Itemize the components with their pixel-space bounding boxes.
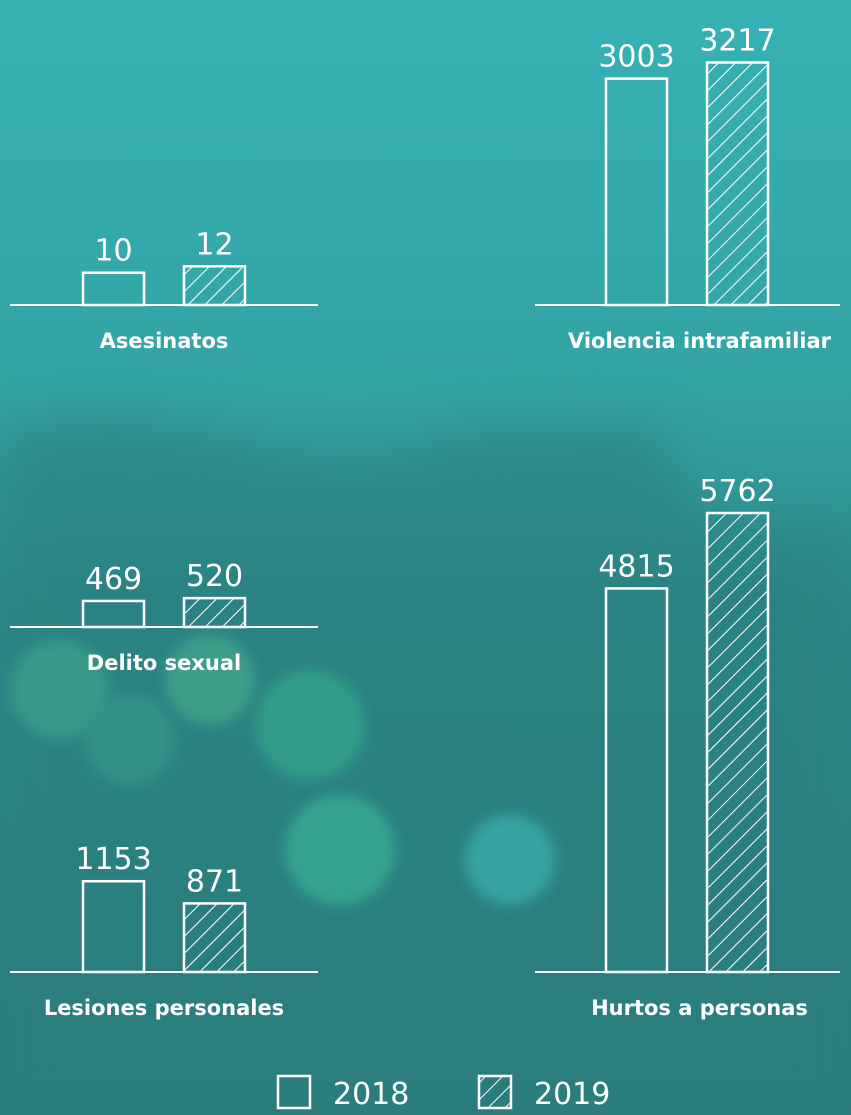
bar [184,266,245,305]
legend-label: 2019 [534,1077,610,1112]
category-title: Asesinatos [100,329,229,353]
bar [707,513,768,972]
value-label: 3217 [699,23,775,58]
bar [707,62,768,305]
bar [184,903,245,972]
category-title: Hurtos a personas [591,996,808,1020]
bar [184,598,245,627]
value-label: 5762 [699,474,775,509]
legend-label: 2018 [333,1077,409,1112]
value-label: 3003 [598,40,674,75]
category-title: Violencia intrafamiliar [568,329,832,353]
value-label: 4815 [598,549,674,584]
page: 10 12 Asesinatos 3003 3217 Violencia intrafam… [0,0,851,1115]
chart: 10 12 Asesinatos 3003 3217 Violencia intrafam… [0,0,851,1115]
category-title: Delito sexual [87,651,241,675]
category-title: Lesiones personales [44,996,284,1020]
value-label: 1153 [75,842,151,877]
value-label: 469 [85,562,142,597]
value-label: 520 [186,559,243,594]
legend-swatch [479,1076,511,1108]
value-label: 10 [94,234,132,269]
value-label: 871 [186,864,243,899]
value-label: 12 [195,227,233,262]
